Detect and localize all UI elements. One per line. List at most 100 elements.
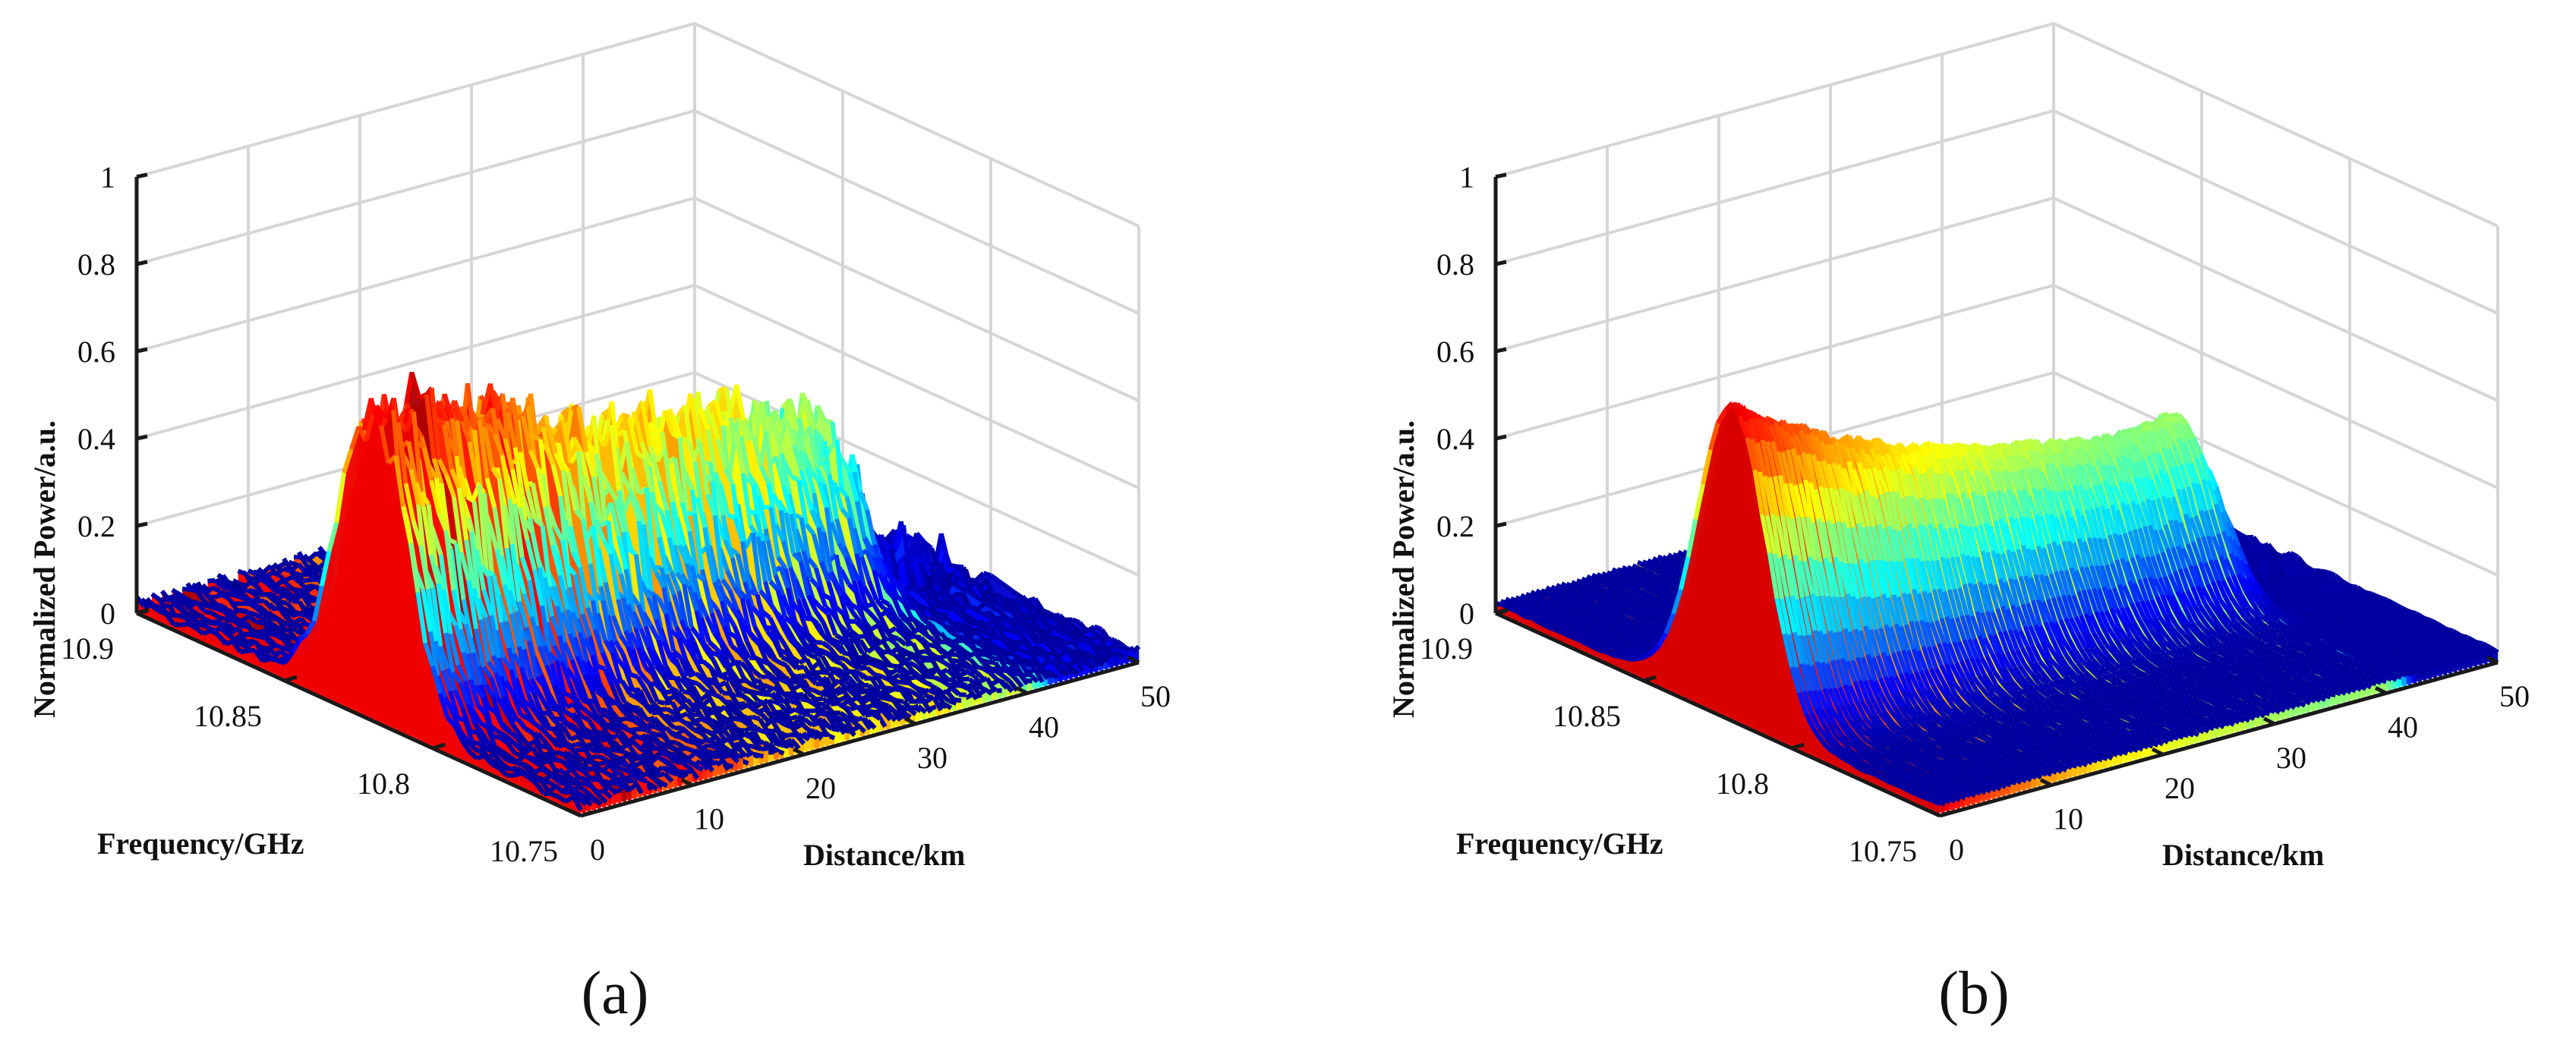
surface-segment: [966, 588, 977, 598]
surface-segment: [876, 663, 886, 672]
surface-segment: [821, 669, 830, 675]
surface-segment: [749, 589, 758, 597]
surface-segment: [761, 659, 771, 666]
surface-segment: [947, 624, 958, 633]
surface-segment: [976, 684, 985, 691]
surface-segment: [974, 630, 985, 641]
surface-segment: [705, 738, 714, 744]
surface-segment: [909, 675, 918, 681]
surface-segment: [978, 627, 988, 636]
surface-segment: [1042, 639, 1053, 650]
surface-segment: [1015, 612, 1026, 622]
surface-segment: [812, 688, 822, 696]
surface-segment: [1079, 657, 1089, 667]
surface-segment: [960, 684, 970, 691]
surface-segment: [673, 733, 682, 740]
surface-segment: [1033, 668, 1045, 684]
surface-segment: [987, 659, 996, 666]
surface-segment: [1113, 643, 1122, 650]
surface-segment: [1036, 614, 1046, 624]
surface-segment: [1103, 636, 1112, 643]
surface-segment: [988, 634, 998, 643]
surface-segment: [935, 611, 946, 620]
surface-segment: [960, 634, 969, 641]
surface-segment: [1001, 638, 1013, 652]
surface-segment: [1003, 616, 1014, 625]
surface-segment: [968, 604, 979, 613]
surface-segment: [646, 724, 654, 730]
surface-segment: [1023, 600, 1035, 618]
surface-segment: [710, 650, 720, 658]
surface-segment: [982, 649, 992, 655]
surface-segment: [621, 412, 631, 420]
surface-segment: [771, 698, 781, 707]
surface-segment: [780, 742, 790, 749]
surface-segment: [815, 640, 823, 645]
surface-segment: [910, 586, 922, 596]
surface-segment: [1063, 625, 1074, 634]
surface-segment: [963, 612, 973, 621]
surface-segment: [762, 691, 771, 697]
surface-segment: [1015, 621, 1026, 629]
surface-segment: [837, 640, 846, 645]
surface-segment: [1011, 589, 1022, 599]
surface-segment: [974, 664, 983, 671]
surface-segment: [629, 672, 638, 679]
surface-segment: [977, 638, 987, 647]
surface-segment: [916, 699, 924, 704]
surface-segment: [1042, 608, 1052, 615]
surface-segment: [1027, 658, 1036, 666]
surface-segment: [1004, 659, 1014, 667]
surface-segment: [928, 642, 936, 649]
surface-segment: [857, 489, 869, 511]
surface-segment: [915, 531, 926, 544]
surface-segment: [1045, 650, 1055, 657]
surface-segment: [961, 604, 970, 610]
surface-segment: [971, 627, 979, 633]
surface-segment: [1048, 615, 1058, 625]
surface-segment: [922, 619, 933, 627]
surface-segment: [976, 609, 985, 616]
surface-segment: [976, 601, 987, 612]
surface-segment: [1058, 666, 1070, 678]
surface-segment: [1061, 630, 1070, 637]
surface-segment: [784, 722, 793, 730]
surface-segment: [995, 624, 1006, 639]
surface-segment: [1036, 638, 1045, 646]
surface-segment: [596, 663, 606, 672]
surface-segment: [951, 581, 962, 590]
surface-segment: [881, 540, 893, 550]
surface-segment: [923, 679, 933, 688]
surface-segment: [869, 660, 878, 669]
surface-segment: [1057, 659, 1067, 666]
surface-segment: [928, 593, 939, 605]
surface-segment: [881, 674, 891, 682]
surface-segment: [825, 418, 833, 424]
surface-segment: [973, 580, 985, 595]
surface-segment: [989, 642, 1000, 651]
surface-segment: [900, 590, 912, 608]
surface-segment: [938, 533, 951, 565]
surface-segment: [1020, 641, 1029, 648]
surface-segment: [1014, 594, 1024, 604]
surface-segment: [885, 696, 894, 703]
surface-segment: [1004, 607, 1013, 613]
surface-segment: [735, 692, 744, 698]
surface-segment: [1080, 651, 1089, 658]
surface-segment: [714, 672, 725, 680]
surface-segment: [1071, 617, 1081, 625]
surface-segment: [692, 712, 700, 718]
surface-segment: [1087, 626, 1099, 637]
surface-segment: [997, 578, 1007, 588]
surface-segment: [908, 604, 918, 612]
surface-segment: [648, 718, 657, 724]
surface-segment: [1033, 597, 1045, 612]
surface-segment: [1066, 621, 1076, 630]
surface-segment: [982, 571, 992, 578]
surface-segment: [761, 674, 769, 680]
surface-segment: [831, 726, 840, 732]
surface-segment: [819, 710, 828, 718]
surface-segment: [933, 675, 943, 683]
surface-segment: [872, 703, 881, 710]
surface-segment: [659, 707, 668, 713]
